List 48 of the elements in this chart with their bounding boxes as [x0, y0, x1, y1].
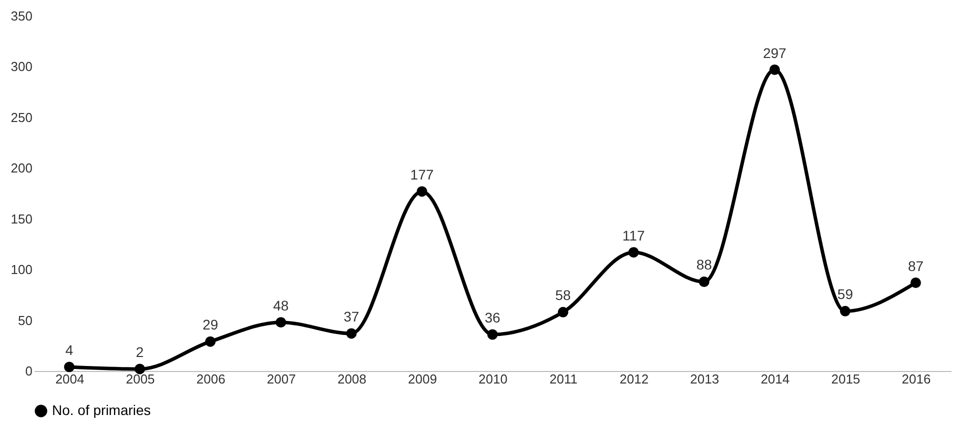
point — [346, 328, 357, 339]
point — [698, 276, 710, 287]
point — [134, 364, 146, 374]
point — [276, 317, 286, 328]
legend-label: No. of primaries — [52, 402, 151, 418]
x-tick-label: 2007 — [266, 372, 296, 386]
data-label: 88 — [696, 256, 712, 273]
x-tick-label: 2015 — [831, 372, 860, 386]
y-tick-label: 0 — [25, 364, 32, 378]
y-tick-label: 150 — [10, 211, 32, 226]
point — [840, 306, 850, 316]
x-tick-label: 2014 — [760, 372, 790, 386]
point — [910, 278, 921, 288]
point — [769, 64, 780, 75]
data-label: 4 — [65, 342, 74, 358]
point — [558, 306, 568, 318]
point — [628, 247, 639, 258]
data-label: 177 — [410, 166, 434, 182]
y-tick-label: 300 — [10, 59, 32, 74]
point — [205, 336, 216, 347]
y-tick-label: 50 — [18, 312, 32, 328]
y-tick-label: 200 — [10, 160, 32, 176]
y-tick-label: 250 — [10, 110, 32, 125]
x-tick-label: 2010 — [478, 372, 508, 386]
point — [487, 329, 498, 340]
x-tick-label: 2008 — [337, 372, 366, 386]
data-label: 36 — [484, 309, 500, 326]
x-tick-label: 2009 — [408, 372, 437, 386]
data-label: 48 — [273, 297, 289, 314]
point — [416, 186, 428, 197]
x-tick-label: 2005 — [126, 372, 155, 386]
x-tick-label: 2011 — [550, 372, 578, 386]
y-tick-label: 100 — [10, 262, 32, 278]
x-tick-label: 2012 — [620, 372, 649, 386]
x-tick-label: 2013 — [690, 372, 720, 386]
data-label: 117 — [622, 227, 645, 244]
data-label: 29 — [202, 316, 218, 333]
data-label: 297 — [762, 44, 787, 61]
data-label: 59 — [837, 286, 854, 302]
data-label: 58 — [555, 287, 572, 304]
data-label: 87 — [908, 258, 924, 274]
x-tick-label: 2006 — [196, 372, 226, 386]
x-tick-label: 2004 — [55, 372, 84, 386]
data-label: 2 — [136, 344, 144, 360]
data-label: 37 — [344, 308, 360, 324]
point — [64, 362, 75, 372]
y-tick-label: 350 — [10, 8, 32, 24]
x-tick-label: 2016 — [902, 372, 931, 386]
